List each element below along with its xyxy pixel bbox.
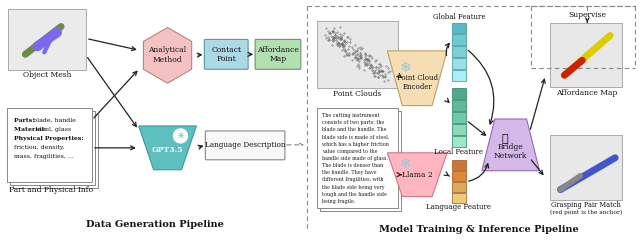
Bar (452, 58, 466, 69)
Text: steel, glass: steel, glass (36, 127, 72, 132)
FancyBboxPatch shape (255, 39, 301, 69)
Text: mass, fragilities, ...: mass, fragilities, ... (14, 154, 74, 159)
Text: different fragilities, with: different fragilities, with (322, 178, 383, 182)
Bar (452, 88, 466, 99)
Bar (8, 108, 92, 182)
Text: Point Clouds: Point Clouds (333, 90, 381, 98)
Text: GPT3.5: GPT3.5 (152, 146, 183, 154)
Text: Parts:: Parts: (14, 118, 37, 123)
Text: Model Training & Inference Pipeline: Model Training & Inference Pipeline (379, 225, 579, 234)
Bar (13, 114, 98, 188)
Bar (452, 193, 466, 203)
Text: consists of two parts: the: consists of two parts: the (322, 120, 384, 125)
Bar (452, 112, 466, 123)
FancyBboxPatch shape (205, 131, 285, 160)
Text: Method: Method (153, 56, 182, 64)
Bar (452, 182, 466, 192)
Text: handle side made of glass.: handle side made of glass. (322, 156, 388, 161)
Text: Encoder: Encoder (403, 83, 432, 91)
Bar (10, 111, 95, 185)
Text: Map: Map (269, 55, 287, 63)
Text: Language Description: Language Description (205, 141, 285, 149)
Text: (red point is the anchor): (red point is the anchor) (550, 210, 623, 215)
Text: Language Feature: Language Feature (426, 203, 492, 210)
Bar (317, 21, 398, 88)
Text: Local Feature: Local Feature (435, 148, 483, 156)
Polygon shape (387, 51, 447, 106)
Text: friction, density,: friction, density, (14, 145, 65, 150)
Polygon shape (482, 119, 540, 171)
Text: Material:: Material: (14, 127, 49, 132)
Polygon shape (139, 126, 196, 170)
Text: The cutting instrument: The cutting instrument (322, 113, 380, 118)
Text: value compared to the: value compared to the (322, 149, 377, 154)
Text: Network: Network (494, 152, 527, 160)
Bar (452, 70, 466, 81)
Bar (452, 35, 466, 45)
Text: tough and the handle side: tough and the handle side (322, 192, 387, 197)
Text: Analytical: Analytical (148, 46, 187, 54)
Polygon shape (143, 28, 191, 83)
Text: ❄: ❄ (399, 61, 411, 75)
Text: blade side is made of steel,: blade side is made of steel, (322, 135, 389, 139)
Bar (550, 135, 622, 200)
Text: the blade side being very: the blade side being very (322, 185, 384, 190)
Circle shape (173, 129, 188, 143)
Text: Part and Physical Info: Part and Physical Info (9, 186, 93, 194)
Text: blade, handle: blade, handle (33, 118, 76, 123)
Bar (550, 23, 622, 87)
Text: Data Generation Pipeline: Data Generation Pipeline (86, 220, 223, 229)
Bar (8, 9, 86, 70)
Bar (452, 46, 466, 57)
Text: Affordance: Affordance (257, 46, 299, 54)
Text: Object Mesh: Object Mesh (23, 71, 72, 79)
Bar (452, 124, 466, 135)
Bar (452, 171, 466, 181)
Text: the handle. They have: the handle. They have (322, 170, 376, 175)
Bar (452, 100, 466, 111)
Text: 🔥: 🔥 (501, 134, 508, 144)
Text: Grasping Pair Match: Grasping Pair Match (551, 201, 621, 209)
Text: Supervise: Supervise (568, 11, 606, 18)
Text: Llama 2: Llama 2 (402, 171, 433, 179)
Text: Physical Properties:: Physical Properties: (14, 136, 84, 141)
Text: blade and the handle. The: blade and the handle. The (322, 127, 386, 132)
Text: ✳: ✳ (177, 131, 184, 141)
Bar (317, 108, 398, 208)
FancyBboxPatch shape (204, 39, 248, 69)
Text: Bridge: Bridge (498, 143, 524, 151)
Text: ❄: ❄ (399, 157, 411, 171)
Bar (320, 111, 401, 210)
Bar (452, 23, 466, 33)
Bar (452, 160, 466, 170)
Text: Contact: Contact (211, 46, 241, 54)
Text: The blade is denser than: The blade is denser than (322, 163, 383, 168)
Text: Affordance Map: Affordance Map (556, 89, 617, 97)
Text: Global Feature: Global Feature (433, 12, 485, 21)
Text: which has a higher friction: which has a higher friction (322, 142, 388, 147)
Bar (452, 136, 466, 147)
Text: being fragile.: being fragile. (322, 199, 355, 204)
Polygon shape (387, 153, 447, 197)
Text: Point: Point (216, 55, 236, 63)
Text: Point Cloud: Point Cloud (397, 74, 438, 82)
